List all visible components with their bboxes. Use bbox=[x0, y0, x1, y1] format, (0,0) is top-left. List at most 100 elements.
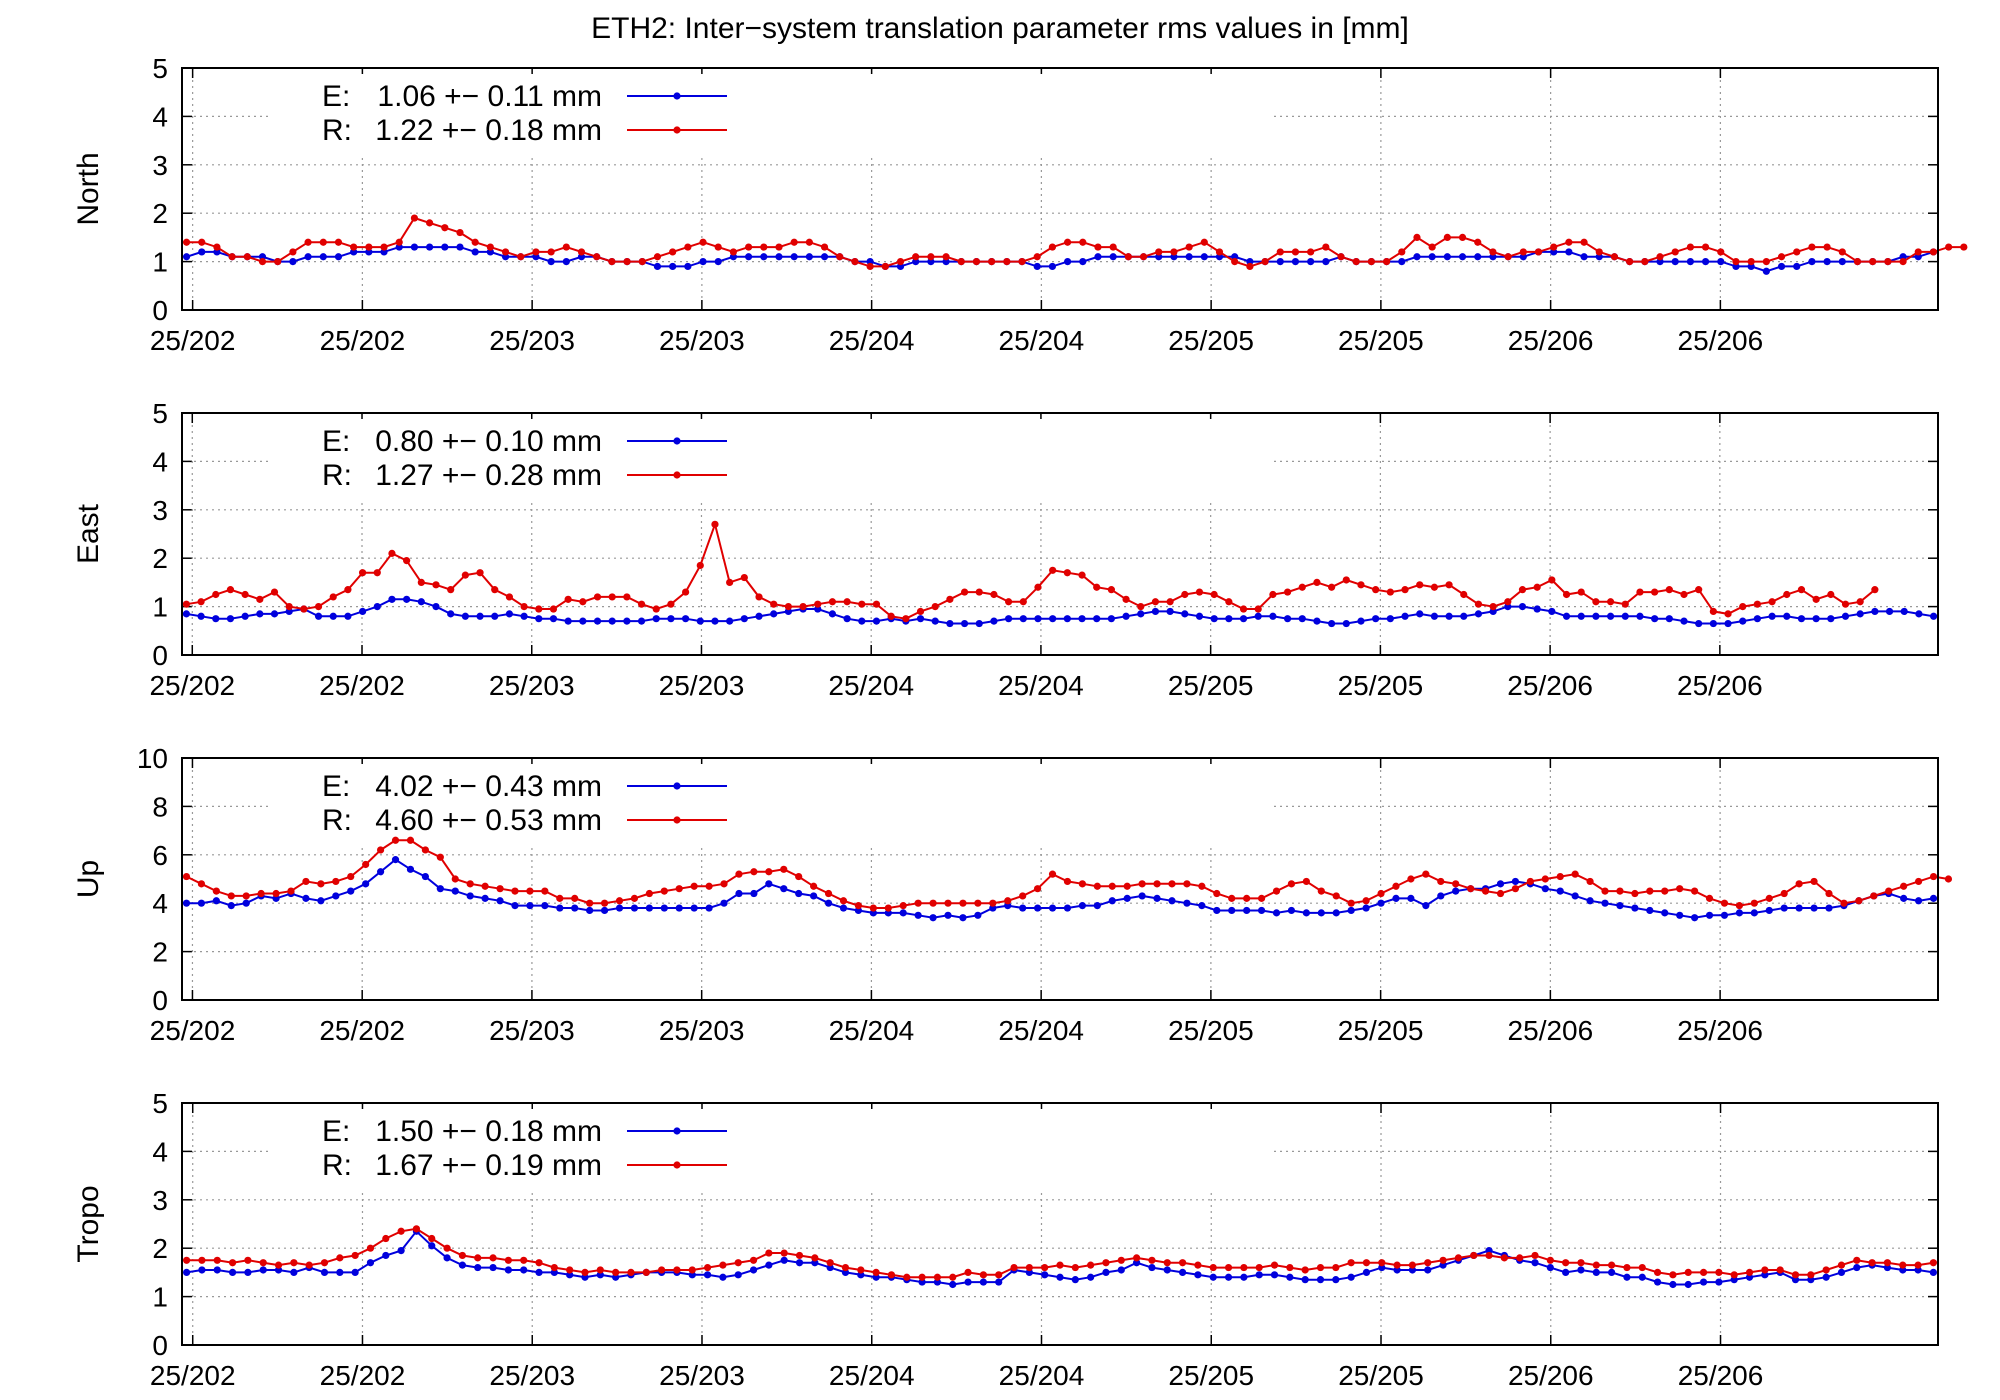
tropo-series-E-point bbox=[1546, 1263, 1554, 1272]
tropo-series-E-point bbox=[1362, 1268, 1371, 1276]
tropo-series-R-point bbox=[443, 1244, 451, 1252]
north-series-E-point bbox=[1322, 258, 1330, 266]
east-series-R-point bbox=[872, 600, 881, 608]
up-series-E-point bbox=[914, 911, 922, 919]
north-series-R-point bbox=[820, 243, 829, 251]
east-series-R-point bbox=[1078, 571, 1086, 579]
tropo-series-R-point bbox=[1194, 1261, 1202, 1269]
tropo-series-R-point bbox=[259, 1259, 267, 1267]
east-series-R-point bbox=[1606, 598, 1615, 606]
up-series-R-point bbox=[824, 889, 833, 898]
tropo-series-R-point bbox=[1255, 1263, 1263, 1272]
tropo-series-R-point bbox=[1470, 1251, 1478, 1260]
tropo-series-E-point bbox=[1117, 1266, 1125, 1274]
y-tick-label: 10 bbox=[137, 743, 168, 774]
north-series-R-point bbox=[836, 253, 844, 261]
tropo-series-E-point bbox=[995, 1278, 1003, 1286]
north-series-R-point bbox=[1869, 258, 1877, 266]
north-series-R-point bbox=[927, 253, 935, 261]
north-series-R-point bbox=[1352, 258, 1360, 266]
tropo-series-R-point bbox=[1286, 1263, 1294, 1272]
up-series-E-point bbox=[1332, 909, 1340, 917]
north-series-R-point bbox=[1428, 243, 1436, 251]
up-series-R-point bbox=[317, 880, 325, 888]
east-series-R-point bbox=[1739, 603, 1747, 611]
east-series-R-point bbox=[564, 595, 572, 603]
tropo-series-E-point bbox=[1531, 1259, 1539, 1267]
north-series-E-point bbox=[1762, 267, 1770, 275]
up-series-E-point bbox=[1810, 904, 1818, 912]
east-series-R-point bbox=[916, 607, 925, 616]
tropo-series-R-point bbox=[1868, 1259, 1876, 1267]
up-series-R-point bbox=[1078, 880, 1086, 888]
east-series-R-point bbox=[931, 603, 939, 611]
north-series-R-point bbox=[1155, 248, 1163, 256]
tropo-series-R-point bbox=[1056, 1261, 1064, 1269]
up-series-E-point bbox=[1511, 877, 1520, 886]
north-series-R-point bbox=[258, 258, 267, 266]
north-series-R-point bbox=[790, 238, 798, 246]
up-series-R-point bbox=[1422, 870, 1430, 878]
tropo-series-E-point bbox=[1715, 1278, 1723, 1286]
east-series-R-point bbox=[1386, 588, 1394, 596]
tropo-series-E-point bbox=[1623, 1273, 1631, 1281]
x-tick-label: 25/204 bbox=[828, 670, 914, 701]
east-series-E-point bbox=[212, 615, 220, 623]
tropo-series-R-point bbox=[903, 1273, 911, 1281]
north-series-R-point bbox=[1899, 258, 1907, 266]
up-series-E-point bbox=[242, 899, 250, 907]
y-tick-label: 0 bbox=[152, 295, 168, 326]
north-series-R-point bbox=[866, 262, 874, 271]
up-series-R-point bbox=[496, 885, 504, 893]
north-series-R-point bbox=[426, 219, 434, 227]
tropo-series-E-point bbox=[336, 1268, 344, 1276]
tropo-series-E-point bbox=[366, 1259, 375, 1267]
north-series-R-point bbox=[1079, 238, 1087, 246]
tropo-series-E-point bbox=[489, 1263, 497, 1272]
north-series-R-point bbox=[1124, 253, 1132, 261]
north-series-R-point bbox=[1580, 238, 1588, 246]
east-series-E-point bbox=[1724, 619, 1732, 628]
north-y-axis-label: North bbox=[72, 152, 105, 225]
north-series-R-point bbox=[881, 262, 889, 271]
north-series-R-point bbox=[851, 258, 859, 266]
tropo-series-R-point bbox=[627, 1268, 635, 1276]
legend-background bbox=[272, 419, 1272, 499]
up-series-R-point bbox=[1377, 889, 1385, 898]
east-series-E-point bbox=[946, 619, 954, 628]
east-series-E-point bbox=[1137, 610, 1145, 618]
x-tick-label: 25/205 bbox=[1338, 1360, 1424, 1391]
up-series-R-point bbox=[1243, 894, 1251, 902]
east-series-R-point bbox=[1621, 600, 1629, 608]
tropo-series-R-point bbox=[336, 1254, 344, 1262]
tropo-series-R-point bbox=[1133, 1254, 1141, 1262]
east-series-E-point bbox=[931, 617, 939, 625]
north-series-E-point bbox=[744, 253, 753, 261]
up-series-R-point bbox=[257, 889, 265, 898]
up-series-E-point bbox=[1914, 897, 1923, 905]
up-series-R-point bbox=[1034, 885, 1042, 893]
east-series-R-point bbox=[1827, 590, 1835, 599]
north-series-R-point bbox=[1777, 253, 1786, 261]
up-series-R-point bbox=[511, 887, 519, 895]
east-series-R-point bbox=[344, 586, 352, 594]
east-series-R-point bbox=[1665, 586, 1673, 594]
up-series-E-point bbox=[959, 914, 967, 922]
east-series-R-point bbox=[1313, 578, 1321, 586]
x-tick-label: 25/205 bbox=[1338, 670, 1424, 701]
tropo-series-R-point bbox=[918, 1273, 926, 1281]
x-tick-label: 25/205 bbox=[1338, 1015, 1424, 1046]
up-series-E-point bbox=[1019, 904, 1027, 912]
north-series-R-point bbox=[1595, 248, 1603, 256]
up-series-R-point bbox=[675, 885, 683, 893]
up-series-E-point bbox=[1347, 906, 1355, 915]
north-series-E-point bbox=[805, 253, 813, 261]
legend-background bbox=[272, 764, 1272, 844]
up-series-E-point bbox=[1541, 885, 1549, 893]
tropo-series-R-point bbox=[1837, 1261, 1846, 1269]
tropo-series-E-point bbox=[351, 1268, 359, 1276]
north-series-R-point bbox=[456, 228, 464, 237]
up-series-R-point bbox=[959, 899, 967, 907]
up-series-E-point bbox=[1780, 904, 1788, 912]
east-series-R-point bbox=[1753, 600, 1762, 608]
